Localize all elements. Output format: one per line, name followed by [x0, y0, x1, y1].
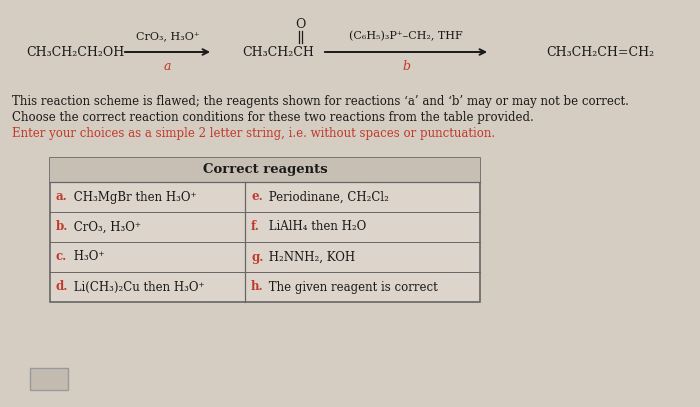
Text: b.: b. — [56, 221, 69, 234]
Text: a: a — [164, 61, 172, 74]
Text: Choose the correct reaction conditions for these two reactions from the table pr: Choose the correct reaction conditions f… — [12, 112, 533, 125]
Text: CH₃CH₂CH: CH₃CH₂CH — [242, 46, 314, 59]
Text: a.: a. — [56, 190, 68, 204]
Text: g.: g. — [251, 250, 263, 263]
Text: CrO₃, H₃O⁺: CrO₃, H₃O⁺ — [70, 221, 141, 234]
Text: e.: e. — [251, 190, 262, 204]
Text: c.: c. — [56, 250, 67, 263]
Text: LiAlH₄ then H₂O: LiAlH₄ then H₂O — [265, 221, 366, 234]
Text: d.: d. — [56, 280, 69, 293]
Text: f.: f. — [251, 221, 260, 234]
Text: This reaction scheme is flawed; the reagents shown for reactions ‘a’ and ‘b’ may: This reaction scheme is flawed; the reag… — [12, 96, 629, 109]
Bar — [50, 158, 480, 182]
Text: (C₆H₅)₃P⁺–CH₂, THF: (C₆H₅)₃P⁺–CH₂, THF — [349, 31, 463, 41]
Text: b: b — [402, 61, 410, 74]
Text: H₃O⁺: H₃O⁺ — [70, 250, 104, 263]
Text: The given reagent is correct: The given reagent is correct — [265, 280, 438, 293]
Text: H₂NNH₂, KOH: H₂NNH₂, KOH — [265, 250, 355, 263]
Bar — [50, 158, 480, 302]
Text: Li(CH₃)₂Cu then H₃O⁺: Li(CH₃)₂Cu then H₃O⁺ — [70, 280, 204, 293]
Text: Correct reagents: Correct reagents — [203, 164, 328, 177]
Text: CH₃CH₂CH=CH₂: CH₃CH₂CH=CH₂ — [546, 46, 654, 59]
Text: Enter your choices as a simple 2 letter string, i.e. without spaces or punctuati: Enter your choices as a simple 2 letter … — [12, 127, 495, 140]
Text: CrO₃, H₃O⁺: CrO₃, H₃O⁺ — [136, 31, 200, 41]
Text: O: O — [295, 18, 305, 31]
Text: Periodinane, CH₂Cl₂: Periodinane, CH₂Cl₂ — [265, 190, 389, 204]
Text: CH₃CH₂CH₂OH: CH₃CH₂CH₂OH — [26, 46, 124, 59]
Text: CH₃MgBr then H₃O⁺: CH₃MgBr then H₃O⁺ — [70, 190, 197, 204]
Bar — [30, 368, 68, 390]
Text: h.: h. — [251, 280, 264, 293]
